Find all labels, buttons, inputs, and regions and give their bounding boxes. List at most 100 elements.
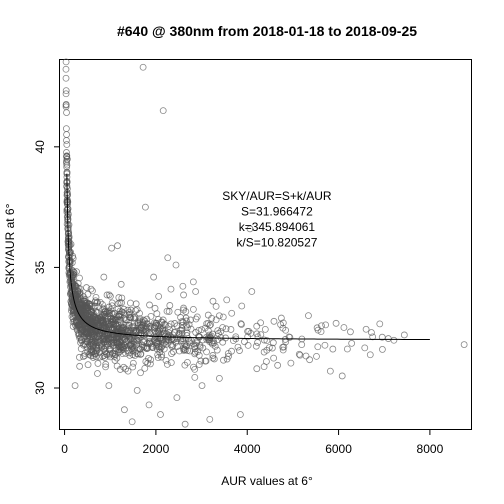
data-point [189, 305, 197, 313]
data-point [134, 321, 142, 329]
data-point [181, 361, 189, 369]
x-tick-label: 8000 [417, 442, 444, 456]
data-point [62, 90, 70, 98]
data-point [270, 354, 278, 362]
data-point [102, 363, 109, 371]
data-point [145, 401, 153, 409]
data-point [286, 333, 294, 341]
data-point [122, 365, 129, 373]
data-point [63, 208, 71, 216]
data-point [62, 74, 70, 82]
data-point [87, 311, 95, 319]
data-point [215, 312, 223, 320]
data-point [100, 273, 108, 281]
data-point [237, 320, 245, 328]
data-point [131, 327, 139, 335]
data-point [306, 356, 313, 364]
data-point [191, 373, 199, 381]
data-point [460, 341, 468, 348]
data-point [137, 329, 145, 337]
data-points [62, 58, 468, 428]
data-point [63, 141, 71, 148]
data-point [105, 291, 113, 299]
data-point [230, 337, 237, 345]
data-point [83, 330, 91, 338]
data-point [92, 293, 100, 301]
data-point [244, 341, 252, 349]
data-point [252, 342, 260, 350]
data-point [187, 325, 195, 333]
data-point [212, 302, 220, 310]
data-point [130, 335, 138, 343]
data-point [147, 356, 155, 364]
data-point [234, 343, 242, 351]
data-point [207, 321, 214, 328]
data-point [338, 372, 346, 380]
data-point [147, 312, 155, 320]
data-point [141, 364, 149, 372]
data-point [215, 330, 222, 337]
data-point [196, 342, 204, 349]
data-point [279, 346, 287, 354]
data-point [66, 249, 74, 257]
data-point [143, 345, 151, 352]
data-point [191, 365, 199, 373]
data-point [176, 347, 183, 355]
data-point [223, 296, 231, 304]
data-point [105, 303, 113, 311]
data-point [102, 360, 110, 368]
data-point [246, 225, 254, 233]
data-point [62, 101, 70, 109]
data-point [92, 353, 100, 361]
data-point [220, 356, 227, 364]
data-point [151, 321, 159, 329]
data-point [198, 326, 206, 334]
data-point [140, 343, 148, 351]
data-point [115, 342, 123, 350]
data-point [209, 354, 217, 362]
data-point [87, 349, 95, 357]
data-point [63, 137, 70, 144]
data-point [236, 411, 244, 418]
data-point [128, 418, 136, 426]
data-point [76, 362, 84, 370]
data-point [108, 302, 116, 310]
y-tick-label: 30 [33, 381, 47, 395]
data-point [209, 297, 217, 305]
data-point [298, 341, 306, 349]
data-point [196, 333, 203, 341]
data-point [120, 406, 128, 414]
data-point [157, 353, 165, 361]
data-point [151, 328, 159, 335]
data-point [107, 292, 114, 300]
data-point [204, 311, 212, 319]
data-point [69, 312, 77, 319]
data-point [302, 352, 310, 360]
data-point [95, 330, 103, 338]
data-point [114, 334, 122, 341]
data-point [129, 327, 137, 335]
data-point [159, 327, 167, 335]
data-point [111, 316, 119, 324]
data-point [115, 316, 123, 323]
data-point [198, 382, 206, 389]
data-point [63, 220, 71, 228]
data-point [94, 370, 101, 377]
data-point [94, 360, 102, 367]
data-point [329, 345, 337, 353]
data-point [63, 131, 70, 138]
data-point [150, 273, 158, 281]
data-point [120, 305, 128, 313]
data-point [124, 367, 132, 375]
data-point [142, 323, 149, 330]
data-point [180, 346, 188, 353]
data-point [274, 361, 282, 369]
data-point [183, 324, 191, 332]
data-point [212, 316, 220, 324]
data-point [117, 280, 125, 288]
data-point [166, 302, 174, 309]
data-point [180, 304, 187, 312]
data-point [173, 394, 181, 402]
data-point [128, 345, 136, 352]
data-point [215, 374, 223, 382]
